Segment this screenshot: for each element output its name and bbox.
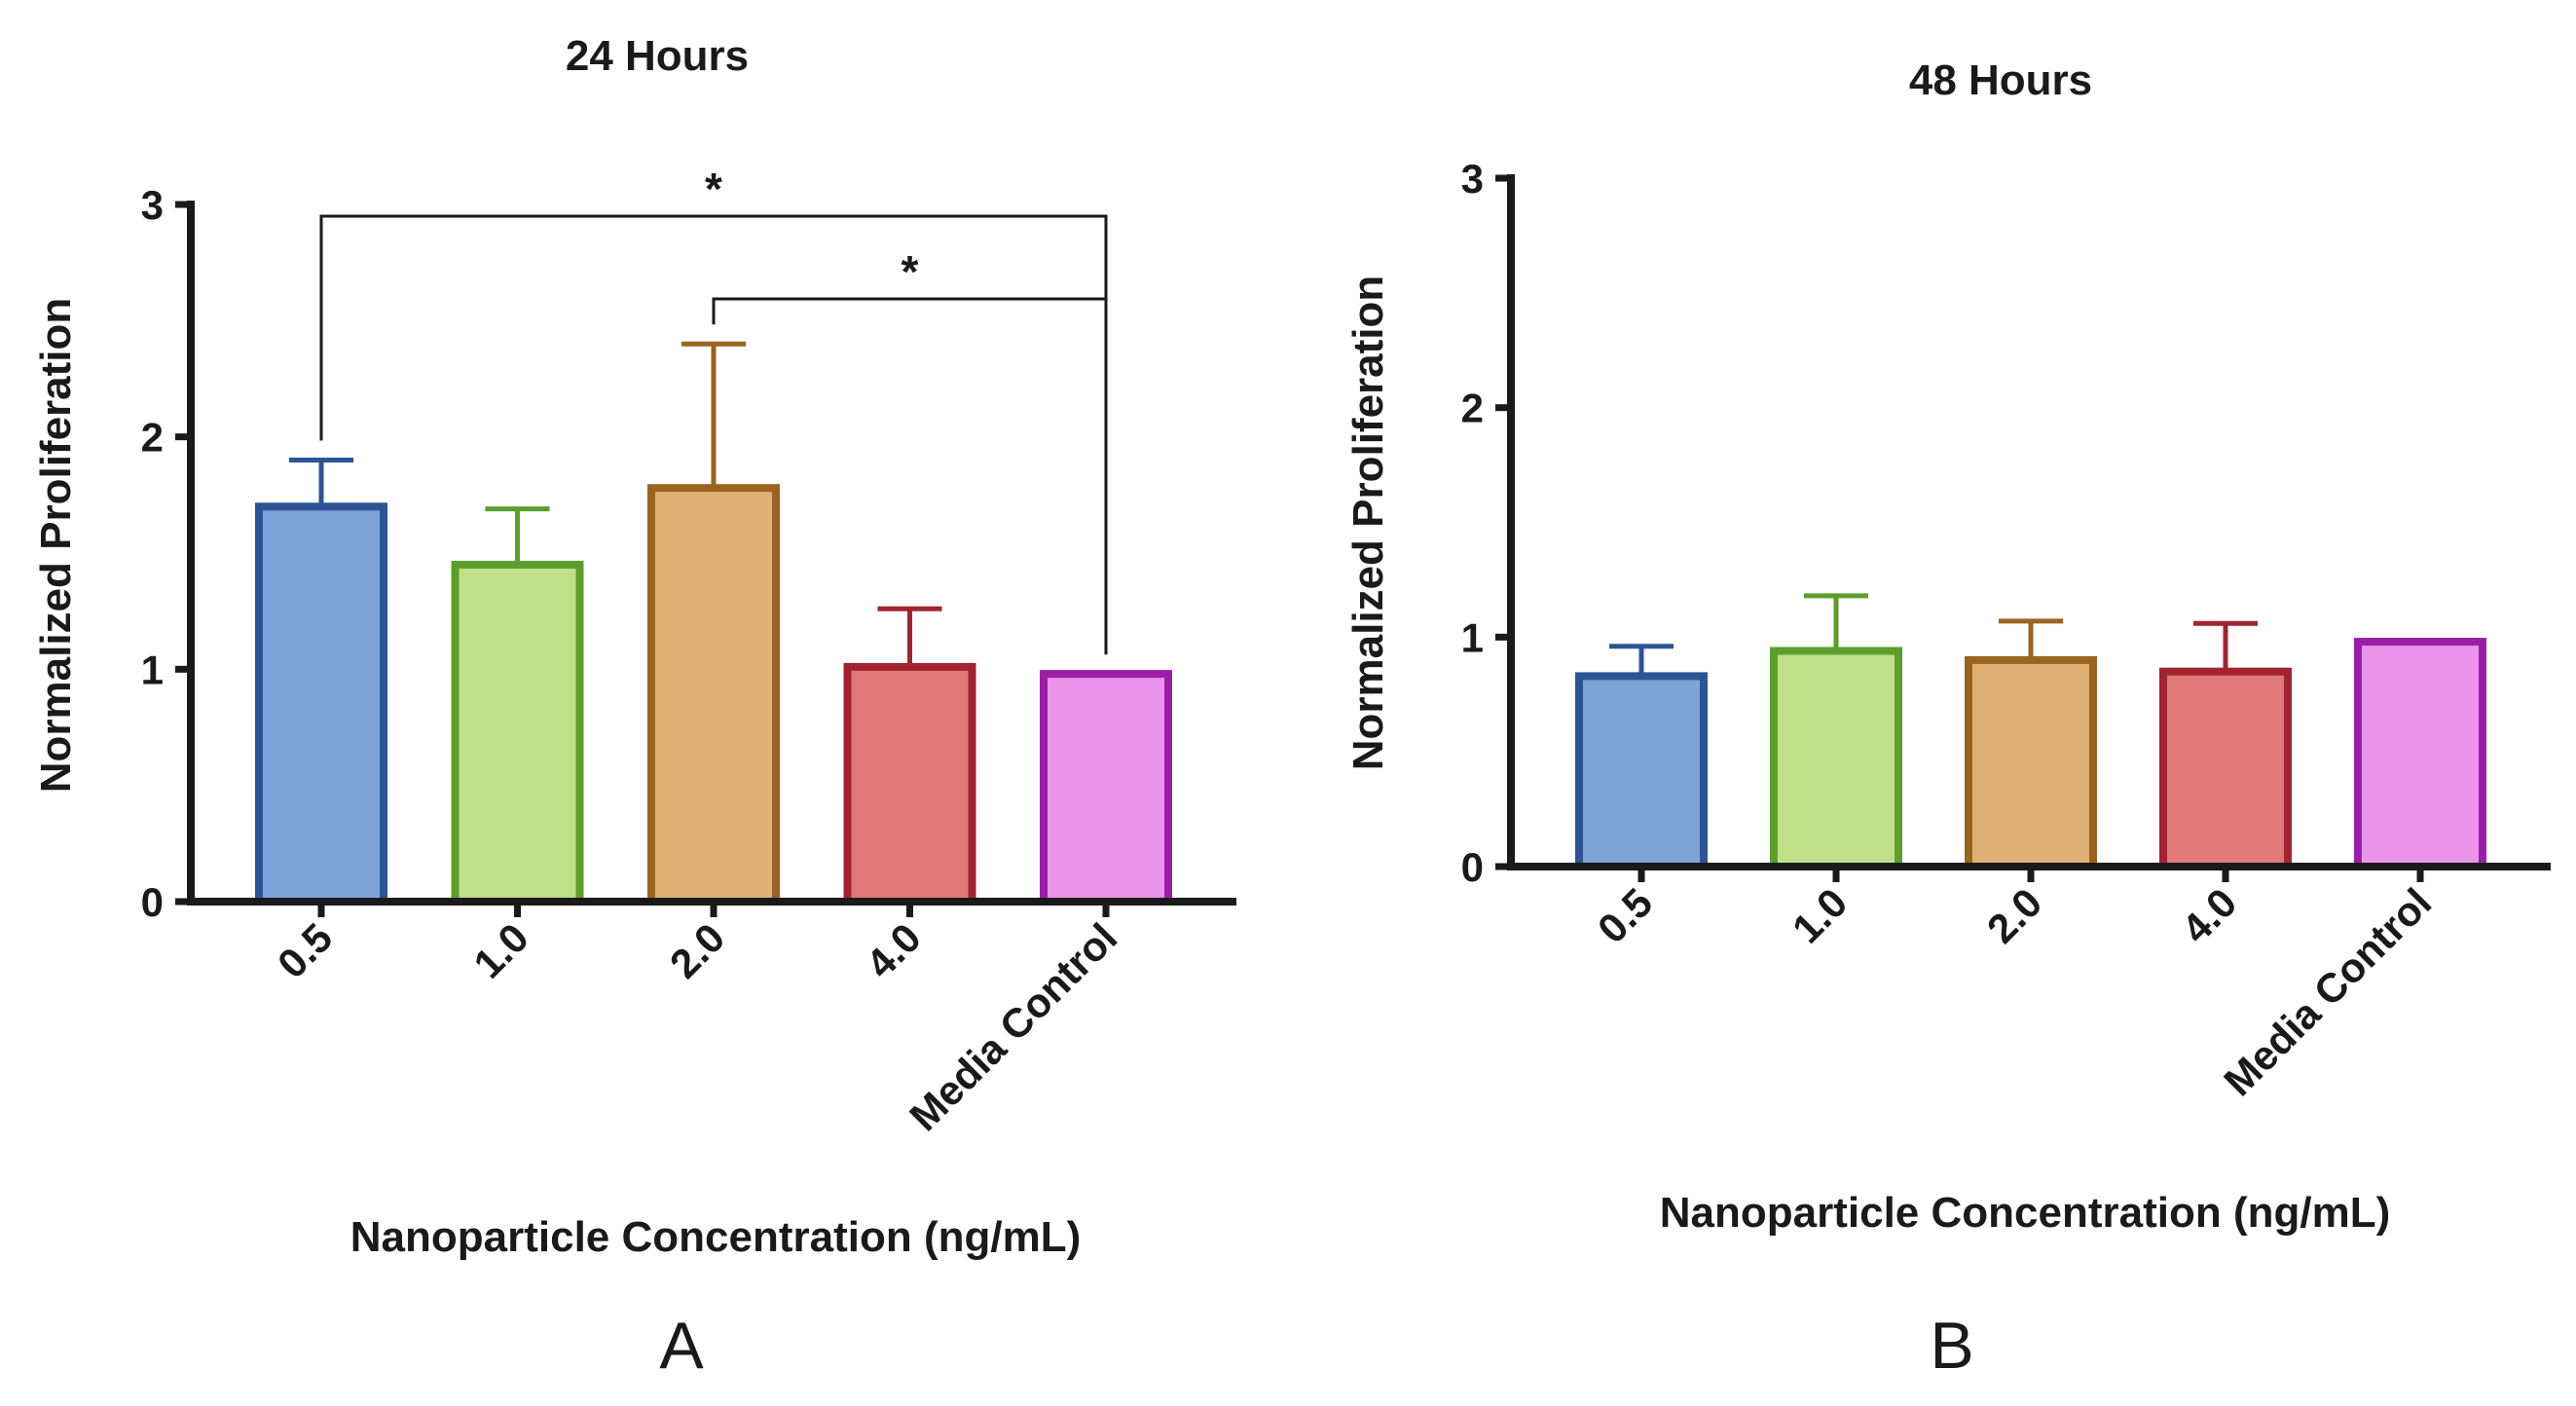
bar <box>451 560 584 906</box>
x-tick-label: 2.0 <box>1978 879 2051 952</box>
y-tick-label: 1 <box>141 647 164 692</box>
y-tick-label: 0 <box>1461 844 1484 890</box>
y-tick-label: 2 <box>1461 386 1484 431</box>
bar <box>843 662 976 906</box>
y-axis-label: Normalized Proliferation <box>1344 276 1392 771</box>
x-tick-label: 4.0 <box>2173 879 2246 952</box>
bar <box>2354 638 2486 871</box>
x-axis-label: Nanoparticle Concentration (ng/mL) <box>1660 1189 2390 1237</box>
bar <box>1965 655 2097 871</box>
y-tick-label: 1 <box>1461 614 1484 660</box>
x-tick-label: 1.0 <box>1784 879 1857 952</box>
y-tick-label: 3 <box>141 182 164 228</box>
bar <box>255 502 387 906</box>
x-tick-label: 4.0 <box>857 914 930 987</box>
bar <box>2159 667 2292 871</box>
bar <box>1575 672 1708 870</box>
chart-panel-b: 48 Hours Normalized Proliferation Nanopa… <box>1344 56 2551 1383</box>
x-tick-label: 1.0 <box>464 914 537 987</box>
panel-label: A <box>659 1309 704 1383</box>
y-tick-label: 3 <box>1461 156 1484 202</box>
chart-panel-a: 24 Hours Normalized Proliferation Nanopa… <box>32 32 1236 1383</box>
chart-title: 48 Hours <box>1909 56 2092 104</box>
significance-star: * <box>902 246 919 297</box>
chart-title: 24 Hours <box>566 32 749 80</box>
x-tick-label: Media Control <box>2215 879 2440 1104</box>
y-tick-label: 2 <box>141 415 164 461</box>
bar <box>647 484 780 906</box>
significance-bracket <box>712 297 1108 655</box>
x-tick-label: Media Control <box>901 914 1125 1139</box>
significance-star: * <box>705 164 722 214</box>
bar <box>1770 647 1902 870</box>
x-axis-label: Nanoparticle Concentration (ng/mL) <box>350 1213 1081 1261</box>
y-tick-label: 0 <box>141 879 164 925</box>
bar <box>1040 670 1172 906</box>
panel-label: B <box>1930 1309 1973 1383</box>
x-tick-label: 2.0 <box>661 914 734 987</box>
x-tick-label: 0.5 <box>1589 879 1662 952</box>
y-axis-label: Normalized Proliferation <box>32 298 80 794</box>
x-tick-label: 0.5 <box>269 914 342 987</box>
